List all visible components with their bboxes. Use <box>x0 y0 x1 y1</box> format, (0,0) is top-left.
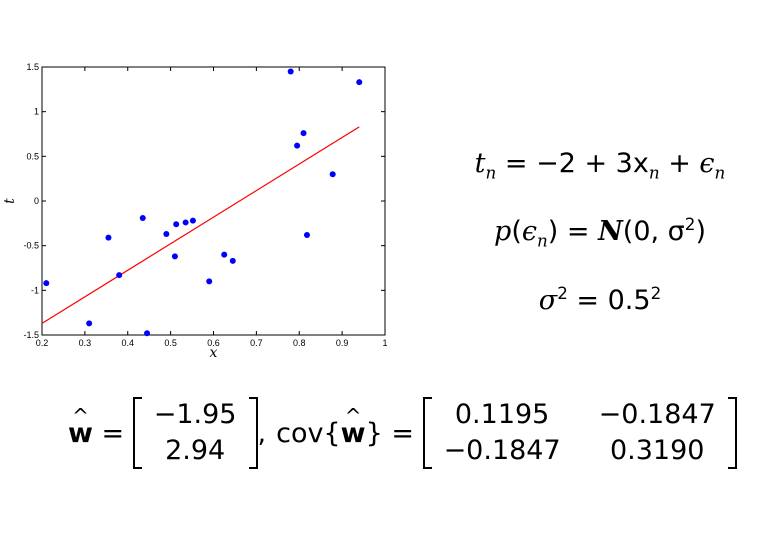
y-tick-label: 1 <box>34 107 39 117</box>
x-tick-label: 0.9 <box>336 338 349 348</box>
right-bracket <box>248 397 258 469</box>
model-equations: tn = −2 + 3xn + ϵn p(ϵn) = N(0, σ2) σ2 =… <box>440 138 760 327</box>
data-point <box>105 234 112 241</box>
data-point <box>86 320 93 327</box>
data-point <box>43 280 50 287</box>
right-bracket-cov <box>727 397 737 469</box>
data-point <box>189 217 196 224</box>
data-point <box>229 257 236 264</box>
x-tick-label: 0.6 <box>207 338 220 348</box>
x-tick-label: 0.8 <box>293 338 306 348</box>
w-vector: −1.95 2.94 <box>153 399 237 466</box>
scatter-plot: 0.2 0.3 0.4 0.5 0.6 0.7 0.8 0.9 1 -1.5 -1 -0.5 0 0.5 1… <box>2 62 388 361</box>
covariance-matrix: 0.1195 −0.1847 −0.1847 0.3190 <box>443 399 716 466</box>
variance-equation: σ2 = 0.52 <box>538 282 662 316</box>
estimates-equation: ^ w = −1.95 2.94 , cov{^ w} = 0.1195 −0.18… <box>68 395 748 471</box>
y-tick-label: -1.5 <box>23 330 39 340</box>
data-point <box>171 253 178 260</box>
y-tick-label: 0.5 <box>26 151 39 161</box>
y-tick-label: 0 <box>34 196 39 206</box>
x-tick-label: 0.5 <box>164 338 177 348</box>
noise-equation: p(ϵn) = N(0, σ2) <box>494 214 706 251</box>
data-point <box>206 278 213 285</box>
data-point <box>173 221 180 228</box>
x-tick-label: 0.3 <box>79 338 92 348</box>
x-tick-label: 0.2 <box>36 338 49 348</box>
data-point <box>294 142 301 149</box>
regression-line <box>41 126 360 324</box>
data-point <box>356 79 363 86</box>
data-point <box>303 231 310 238</box>
left-bracket-cov <box>422 397 432 469</box>
w-hat-symbol-cov: ^ w <box>340 403 366 449</box>
x-tick-label: 1 <box>382 338 387 348</box>
data-point <box>139 214 146 221</box>
model-equation: tn = −2 + 3xn + ϵn <box>474 148 726 183</box>
left-bracket <box>132 397 142 469</box>
y-axis-label: t <box>2 198 18 204</box>
data-point <box>182 219 189 226</box>
y-tick-label: -1 <box>31 285 39 295</box>
data-point <box>221 251 228 258</box>
x-tick-label: 0.4 <box>121 338 134 348</box>
data-point <box>144 330 151 337</box>
data-point <box>300 130 307 137</box>
x-tick-label: 0.7 <box>250 338 263 348</box>
x-axis-label: x <box>210 345 218 361</box>
data-point <box>163 231 170 238</box>
plot-frame <box>41 66 386 336</box>
y-tick-label: 1.5 <box>26 62 39 72</box>
w-hat-symbol: ^ w <box>68 403 93 449</box>
data-point <box>329 171 336 178</box>
y-tick-label: -0.5 <box>23 241 39 251</box>
data-point <box>116 272 123 279</box>
data-point <box>287 68 294 75</box>
